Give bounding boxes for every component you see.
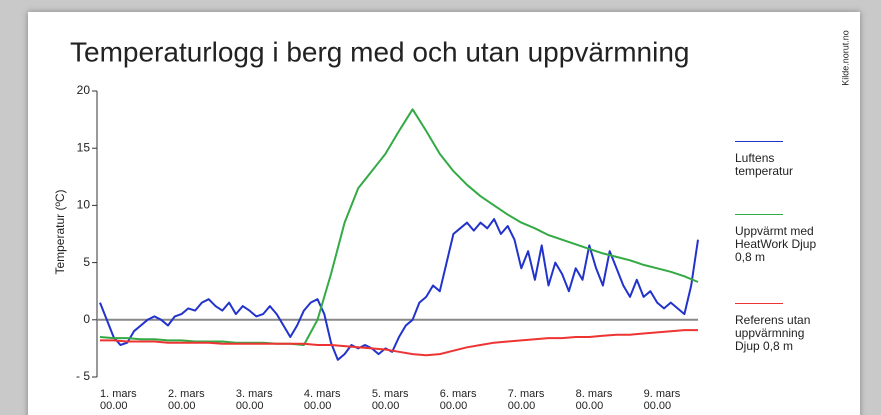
y-tick-label: 15 xyxy=(77,140,91,154)
series-line xyxy=(99,108,699,346)
x-tick-time: 00.00 xyxy=(304,400,332,412)
x-tick-time: 00.00 xyxy=(440,400,468,412)
legend-label: Referens utan uppvärmning Djup 0,8 m xyxy=(735,313,811,353)
y-tick-label: 0 xyxy=(83,312,90,326)
y-tick-label: - 5 xyxy=(76,369,90,383)
legend-item: Referens utan uppvärmning Djup 0,8 m xyxy=(735,303,819,353)
x-tick-time: 00.00 xyxy=(644,400,672,412)
x-tick-time: 00.00 xyxy=(236,400,264,412)
y-tick-label: 5 xyxy=(83,255,90,269)
series-line xyxy=(99,218,699,361)
x-tick-time: 00.00 xyxy=(508,400,536,412)
legend-label: Uppvärmt med HeatWork Djup 0,8 m xyxy=(735,224,817,264)
legend-item: Luftens temperatur xyxy=(735,141,819,178)
legend-item: Uppvärmt med HeatWork Djup 0,8 m xyxy=(735,214,819,264)
x-tick-time: 00.00 xyxy=(168,400,196,412)
x-tick-time: 00.00 xyxy=(100,400,128,412)
x-tick-label: 4. mars xyxy=(304,388,341,400)
x-tick-time: 00.00 xyxy=(372,400,400,412)
source: Kilde.norut.no xyxy=(840,30,850,86)
x-tick-label: 8. mars xyxy=(576,388,613,400)
legend-swatch xyxy=(735,303,783,304)
series-line xyxy=(100,329,698,357)
x-tick-label: 1. mars xyxy=(100,388,137,400)
legend-swatch xyxy=(735,214,783,215)
x-tick-label: 2. mars xyxy=(168,388,205,400)
y-axis-label: Temperatur (ºC) xyxy=(53,189,67,274)
card xyxy=(28,12,860,415)
y-tick-label: 20 xyxy=(77,83,91,97)
chart-title: Temperaturlogg i berg med och utan uppvä… xyxy=(70,36,689,67)
legend-label: Luftens temperatur xyxy=(735,151,794,178)
x-tick-label: 9. mars xyxy=(644,388,681,400)
y-tick-label: 10 xyxy=(77,198,91,212)
x-tick-label: 5. mars xyxy=(372,388,409,400)
x-tick-label: 7. mars xyxy=(508,388,545,400)
legend-swatch xyxy=(735,141,783,142)
x-tick-label: 3. mars xyxy=(236,388,273,400)
x-tick-label: 6. mars xyxy=(440,388,477,400)
x-tick-time: 00.00 xyxy=(576,400,604,412)
